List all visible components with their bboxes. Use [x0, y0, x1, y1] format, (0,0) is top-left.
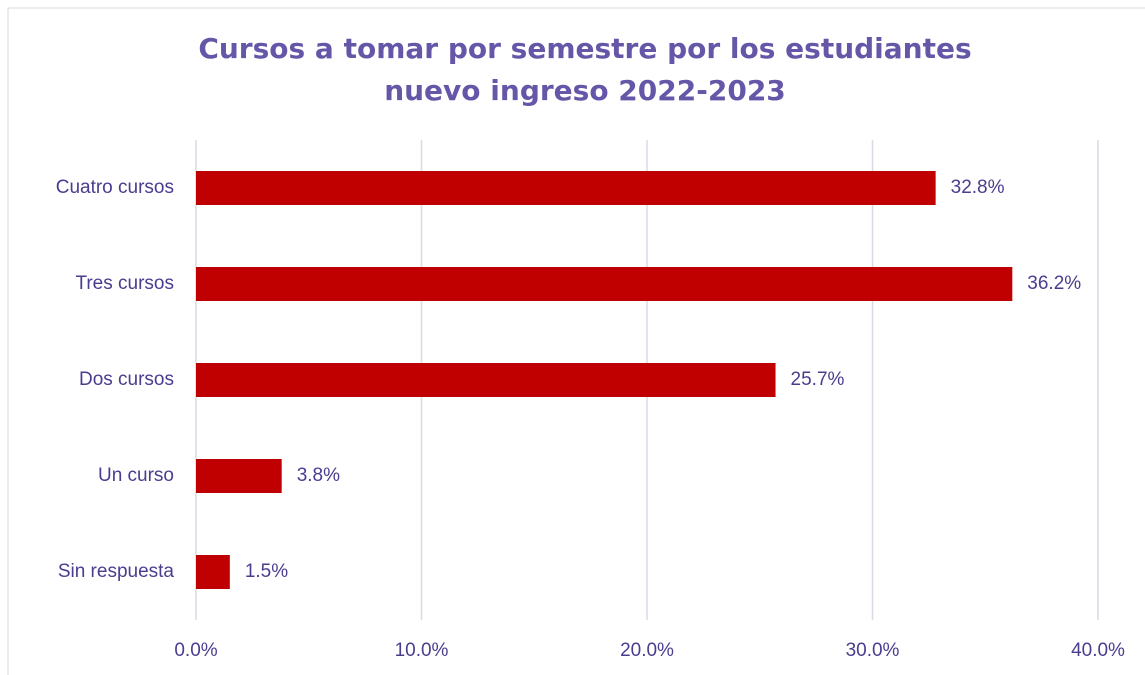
y-tick-label: Dos cursos [79, 369, 174, 390]
data-label: 1.5% [245, 561, 288, 582]
data-label: 32.8% [951, 177, 1005, 198]
x-tick-label: 10.0% [395, 640, 449, 661]
bar [196, 555, 230, 589]
y-tick-label: Tres cursos [75, 273, 174, 294]
chart-title: Cursos a tomar por semestre por los estu… [198, 32, 972, 107]
x-tick-label: 40.0% [1071, 640, 1125, 661]
frame [7, 7, 1145, 675]
y-tick-label: Un curso [98, 465, 174, 486]
y-tick-label: Sin respuesta [58, 561, 175, 582]
bar [196, 171, 936, 205]
x-tick-label: 30.0% [846, 640, 900, 661]
y-tick-label: Cuatro cursos [56, 177, 174, 198]
data-label: 25.7% [791, 369, 845, 390]
data-label: 3.8% [297, 465, 340, 486]
bar [196, 267, 1013, 301]
bar [196, 363, 776, 397]
bar [196, 459, 282, 493]
x-tick-label: 20.0% [620, 640, 674, 661]
data-label: 36.2% [1027, 273, 1081, 294]
x-tick-label: 0.0% [174, 640, 217, 661]
